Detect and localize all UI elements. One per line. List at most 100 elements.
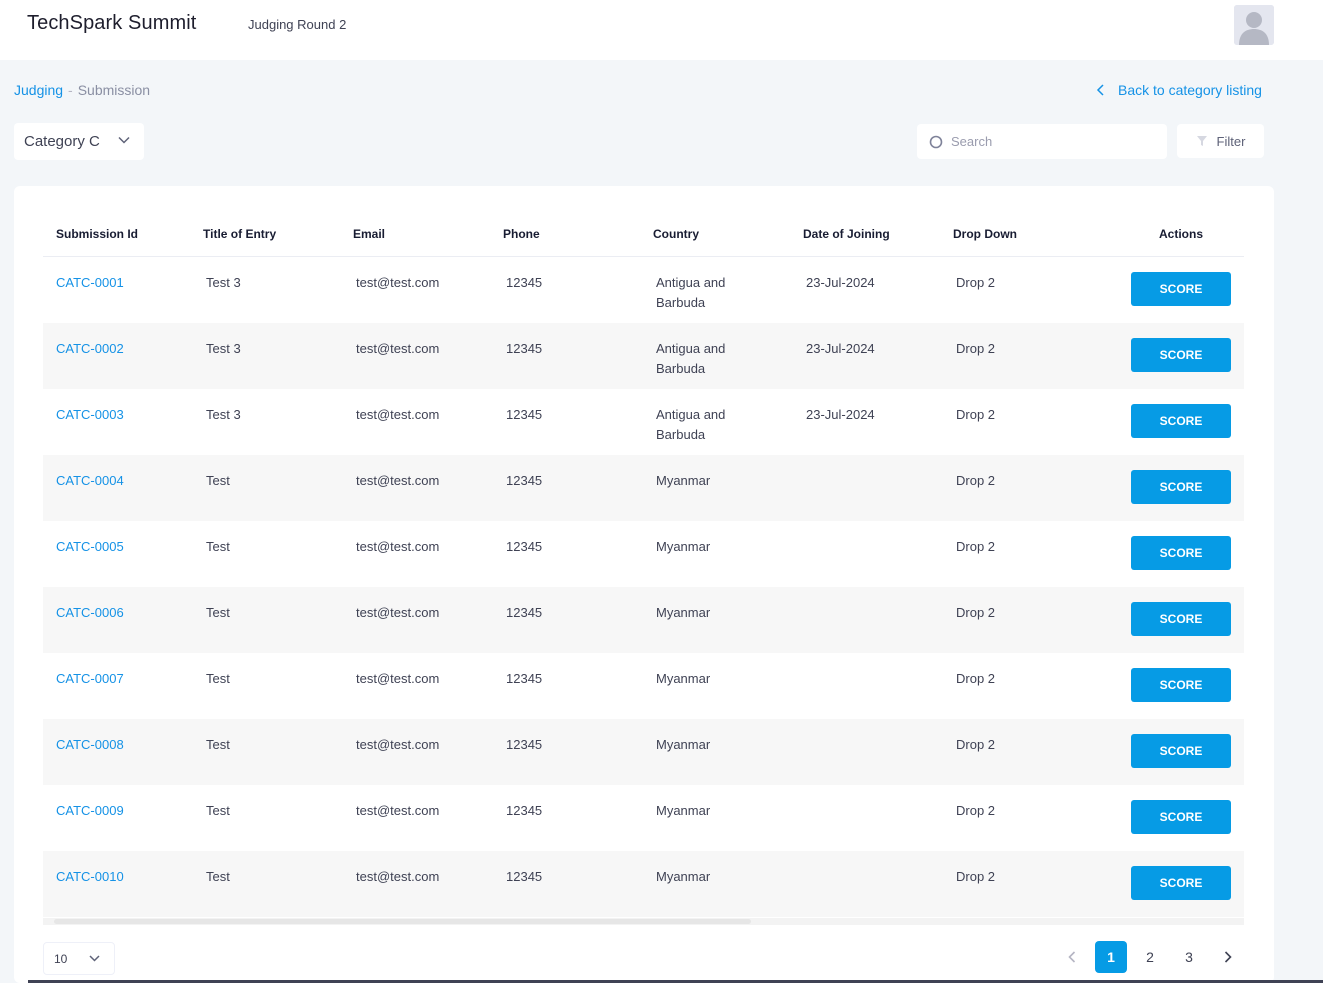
submission-id-link[interactable]: CATC-0009	[56, 803, 124, 818]
col-date-of-joining[interactable]: Date of Joining	[803, 227, 890, 241]
cell-title: Test	[206, 737, 230, 752]
cell-email: test@test.com	[356, 473, 440, 488]
table-row: CATC-0001 Test 3 test@test.com 12345 Ant…	[43, 257, 1244, 323]
cell-date: 23-Jul-2024	[806, 341, 875, 356]
cell-email: test@test.com	[356, 341, 440, 356]
pagination-next[interactable]	[1212, 941, 1244, 973]
search-box[interactable]	[917, 124, 1167, 159]
score-button[interactable]: SCORE	[1131, 536, 1231, 570]
cell-drop-down: Drop 2	[956, 473, 996, 488]
submission-id-link[interactable]: CATC-0010	[56, 869, 124, 884]
score-button[interactable]: SCORE	[1131, 800, 1231, 834]
table-row: CATC-0003 Test 3 test@test.com 12345 Ant…	[43, 389, 1244, 455]
cell-email: test@test.com	[356, 737, 440, 752]
cell-email: test@test.com	[356, 671, 440, 686]
submission-id-link[interactable]: CATC-0001	[56, 275, 124, 290]
score-button[interactable]: SCORE	[1131, 404, 1231, 438]
submission-id-link[interactable]: CATC-0005	[56, 539, 124, 554]
avatar[interactable]	[1234, 5, 1274, 45]
cell-title: Test	[206, 539, 230, 554]
back-to-category-link[interactable]: Back to category listing	[1096, 82, 1262, 98]
cell-drop-down: Drop 2	[956, 275, 996, 290]
pagination-prev[interactable]	[1056, 941, 1088, 973]
cell-email: test@test.com	[356, 869, 440, 884]
cell-phone: 12345	[506, 737, 543, 752]
submission-id-link[interactable]: CATC-0007	[56, 671, 124, 686]
cell-title: Test	[206, 869, 230, 884]
cell-email: test@test.com	[356, 275, 440, 290]
table-row: CATC-0004 Test test@test.com 12345 Myanm…	[43, 455, 1244, 521]
cell-phone: 12345	[506, 803, 543, 818]
submission-id-link[interactable]: CATC-0002	[56, 341, 124, 356]
table-row: CATC-0009 Test test@test.com 12345 Myanm…	[43, 785, 1244, 851]
score-button[interactable]: SCORE	[1131, 470, 1231, 504]
chevron-left-icon	[1096, 84, 1104, 96]
cell-title: Test 3	[206, 275, 241, 290]
cell-country: Antigua and Barbuda	[656, 341, 726, 376]
col-title-of-entry[interactable]: Title of Entry	[203, 227, 277, 241]
cell-phone: 12345	[506, 275, 543, 290]
cell-title: Test 3	[206, 341, 241, 356]
cell-date: 23-Jul-2024	[806, 275, 875, 290]
score-button[interactable]: SCORE	[1131, 734, 1231, 768]
cell-country: Myanmar	[656, 473, 711, 488]
score-button[interactable]: SCORE	[1131, 272, 1231, 306]
breadcrumb-judging-link[interactable]: Judging	[14, 82, 64, 98]
cell-country: Myanmar	[656, 803, 711, 818]
col-phone[interactable]: Phone	[503, 227, 540, 241]
search-icon	[929, 135, 943, 148]
filter-button[interactable]: Filter	[1177, 124, 1264, 158]
submission-id-link[interactable]: CATC-0006	[56, 605, 124, 620]
submissions-card: Submission Id Title of Entry Email Phone…	[14, 186, 1274, 983]
cell-country: Myanmar	[656, 671, 711, 686]
cell-country: Antigua and Barbuda	[656, 407, 726, 442]
cell-email: test@test.com	[356, 605, 440, 620]
page-size-value: 10	[54, 951, 68, 966]
col-country[interactable]: Country	[653, 227, 699, 241]
submissions-table: Submission Id Title of Entry Email Phone…	[43, 219, 1244, 917]
col-email[interactable]: Email	[353, 227, 386, 241]
cell-drop-down: Drop 2	[956, 341, 996, 356]
table-row: CATC-0008 Test test@test.com 12345 Myanm…	[43, 719, 1244, 785]
category-select[interactable]: Category C	[14, 123, 144, 160]
col-drop-down[interactable]: Drop Down	[953, 227, 1017, 241]
pagination-page-1[interactable]: 1	[1095, 941, 1127, 973]
submission-id-link[interactable]: CATC-0003	[56, 407, 124, 422]
cell-phone: 12345	[506, 407, 543, 422]
score-button[interactable]: SCORE	[1131, 602, 1231, 636]
cell-country: Antigua and Barbuda	[656, 275, 726, 310]
pagination-page-2[interactable]: 2	[1146, 949, 1154, 965]
breadcrumb-separator: -	[68, 82, 73, 98]
cell-country: Myanmar	[656, 869, 711, 884]
search-input[interactable]	[951, 134, 1151, 149]
score-button[interactable]: SCORE	[1131, 668, 1231, 702]
score-button[interactable]: SCORE	[1131, 338, 1231, 372]
cell-title: Test 3	[206, 407, 241, 422]
cell-phone: 12345	[506, 539, 543, 554]
cell-drop-down: Drop 2	[956, 605, 996, 620]
back-link-label: Back to category listing	[1118, 82, 1262, 98]
user-avatar-icon	[1234, 5, 1274, 45]
pagination-page-3[interactable]: 3	[1185, 949, 1193, 965]
cell-email: test@test.com	[356, 803, 440, 818]
horizontal-scrollbar-thumb[interactable]	[54, 919, 751, 924]
cell-drop-down: Drop 2	[956, 671, 996, 686]
cell-phone: 12345	[506, 869, 543, 884]
cell-title: Test	[206, 473, 230, 488]
breadcrumb: Judging - Submission	[14, 82, 150, 98]
score-button[interactable]: SCORE	[1131, 866, 1231, 900]
cell-date: 23-Jul-2024	[806, 407, 875, 422]
col-submission-id[interactable]: Submission Id	[56, 227, 139, 241]
table-row: CATC-0010 Test test@test.com 12345 Myanm…	[43, 851, 1244, 917]
bottom-border	[28, 980, 1323, 983]
top-bar: TechSpark Summit Judging Round 2	[0, 0, 1323, 60]
cell-country: Myanmar	[656, 605, 711, 620]
cell-email: test@test.com	[356, 539, 440, 554]
cell-drop-down: Drop 2	[956, 407, 996, 422]
cell-phone: 12345	[506, 671, 543, 686]
chevron-down-icon	[89, 955, 100, 962]
page-size-select[interactable]: 10	[43, 942, 115, 975]
cell-phone: 12345	[506, 341, 543, 356]
submission-id-link[interactable]: CATC-0008	[56, 737, 124, 752]
submission-id-link[interactable]: CATC-0004	[56, 473, 124, 488]
